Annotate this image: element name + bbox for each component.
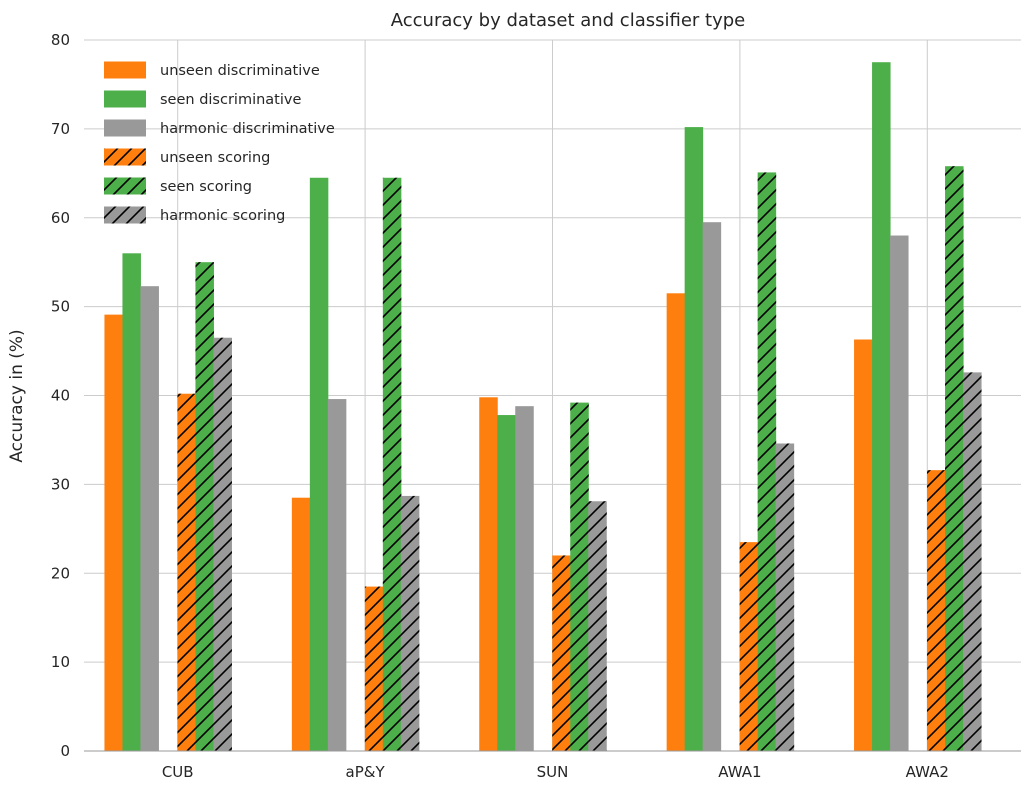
bar-hatch — [570, 402, 589, 751]
bar-hatch — [400, 495, 420, 751]
axes: 0 10 20 30 40 50 60 70 80 CUB aP&Y SUN AWA1 AWA2 — [51, 31, 1021, 781]
bar — [666, 293, 686, 751]
bar — [854, 339, 873, 751]
legend-label: seen discriminative — [160, 92, 301, 108]
bar-hatch — [739, 542, 759, 751]
bar — [104, 314, 123, 751]
bar — [515, 406, 534, 751]
bar-hatch — [213, 337, 232, 751]
bar-hatch — [927, 470, 946, 751]
bar — [890, 235, 909, 751]
y-tick-label: 20 — [51, 564, 70, 582]
legend-swatch — [104, 61, 146, 79]
legend-swatch-hatch — [104, 206, 146, 224]
bar — [122, 253, 141, 752]
bar-hatch — [588, 501, 607, 751]
bar-hatch — [177, 393, 196, 751]
x-tick-label: AWA2 — [906, 763, 949, 781]
bars — [104, 62, 982, 752]
bar — [497, 415, 516, 751]
x-tick-label: AWA1 — [718, 763, 761, 781]
x-tick-label: SUN — [537, 763, 569, 781]
legend: unseen discriminative seen discriminative… — [104, 61, 335, 224]
bar-hatch — [552, 555, 571, 751]
y-tick-label: 80 — [51, 31, 70, 49]
legend-swatch — [104, 90, 146, 108]
bar — [291, 497, 311, 751]
y-tick-label: 0 — [60, 742, 70, 760]
legend-swatch-hatch — [104, 177, 146, 195]
legend-label: unseen scoring — [160, 150, 270, 166]
bar — [309, 177, 329, 752]
y-tick-label: 10 — [51, 653, 70, 671]
bar-hatch — [757, 172, 777, 751]
legend-label: harmonic scoring — [160, 208, 285, 224]
bar-hatch — [945, 166, 964, 751]
bar-hatch — [963, 372, 982, 751]
x-tick-label: CUB — [162, 763, 194, 781]
y-tick-label: 30 — [51, 475, 70, 493]
chart-title: Accuracy by dataset and classifier type — [391, 10, 746, 31]
legend-swatch — [104, 119, 146, 137]
bar — [327, 399, 347, 751]
legend-label: seen scoring — [160, 179, 252, 195]
bar — [140, 286, 159, 751]
legend-label: unseen discriminative — [160, 63, 320, 79]
bar-hatch — [364, 586, 384, 751]
bar-hatch — [775, 443, 795, 751]
y-tick-label: 40 — [51, 387, 70, 405]
legend-label: harmonic discriminative — [160, 121, 335, 137]
bar-hatch — [382, 177, 402, 752]
bar — [479, 397, 498, 751]
y-tick-label: 60 — [51, 209, 70, 227]
bar-hatch — [195, 262, 214, 751]
bar — [872, 62, 891, 751]
bar — [702, 222, 722, 752]
y-tick-label: 50 — [51, 298, 70, 316]
y-axis-label: Accuracy in (%) — [7, 329, 27, 462]
y-tick-label: 70 — [51, 120, 70, 138]
bar — [684, 127, 704, 751]
x-tick-label: aP&Y — [346, 763, 386, 781]
legend-swatch-hatch — [104, 148, 146, 166]
